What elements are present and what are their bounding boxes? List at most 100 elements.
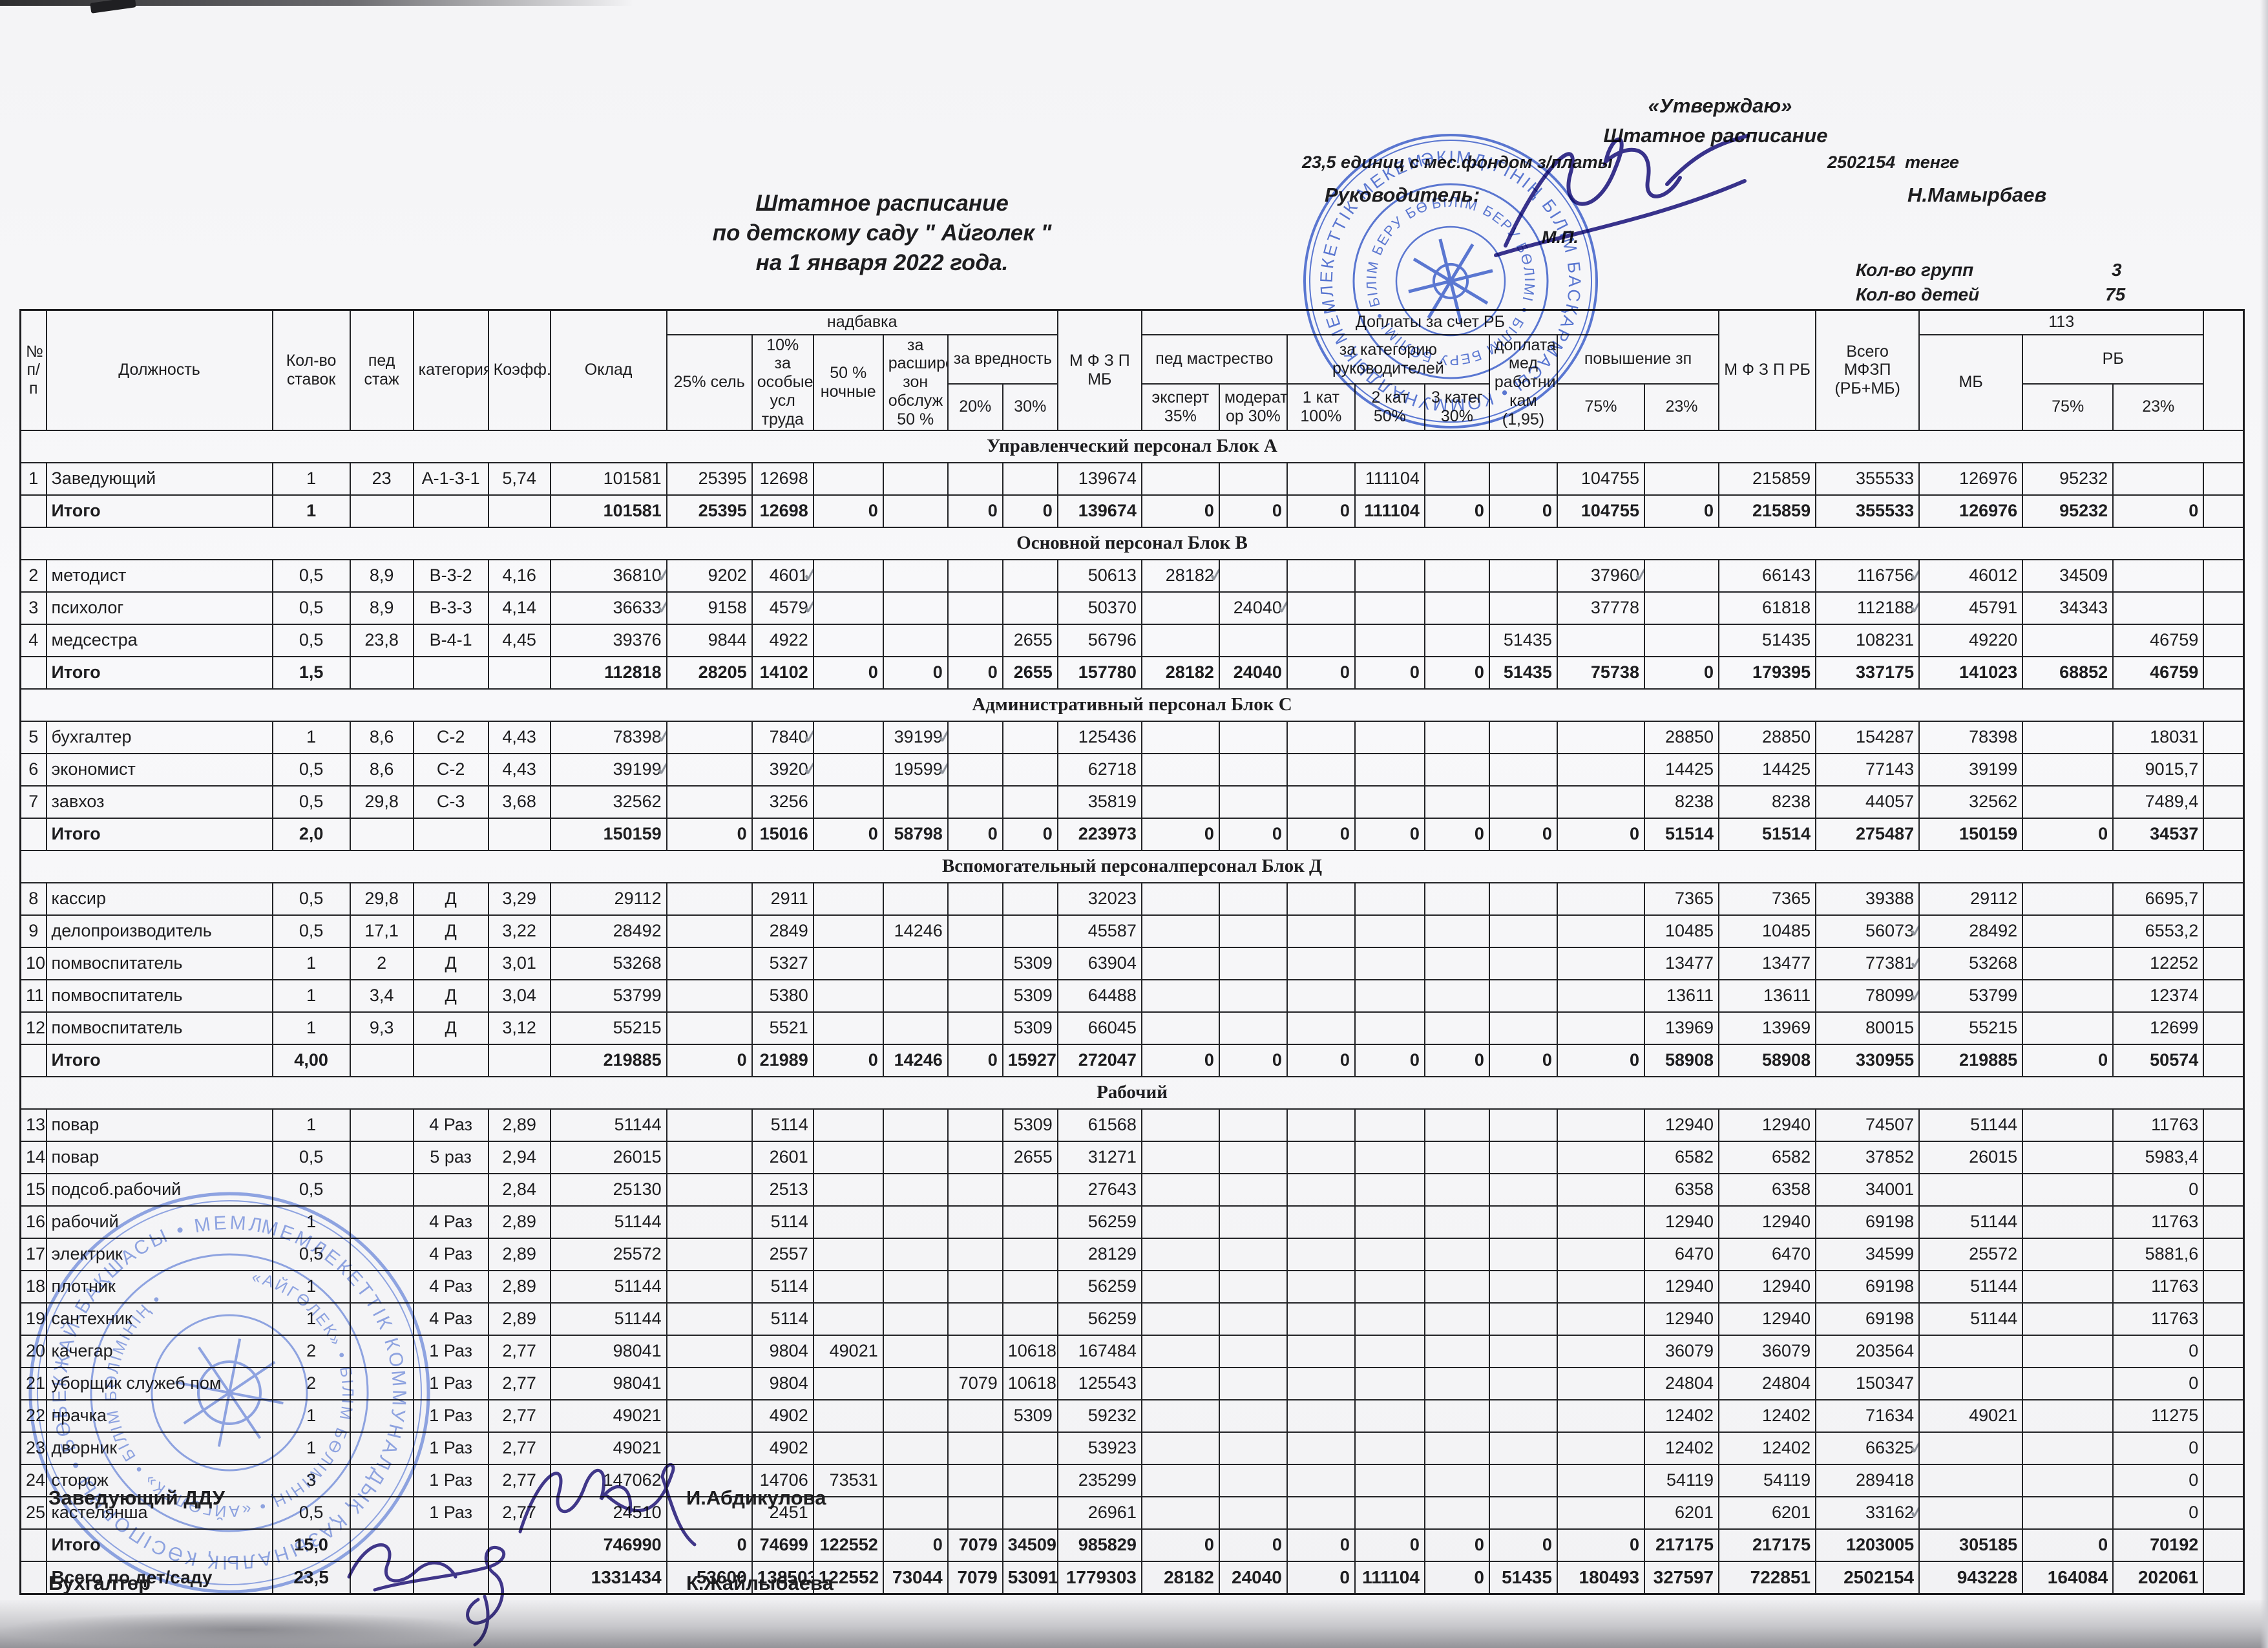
table-cell-empty	[2203, 1431, 2245, 1465]
section-row: Вспомогательный персоналперсонал Блок Д	[19, 849, 2245, 883]
table-cell: Д	[412, 946, 489, 980]
col-harm20: 20%	[947, 383, 1003, 431]
table-cell: 14425	[1718, 752, 1817, 787]
table-cell	[1423, 1172, 1490, 1207]
table-cell: 19	[19, 1302, 47, 1336]
table-cell	[1218, 720, 1288, 754]
table-cell	[882, 978, 949, 1013]
footer-name1: И.Абдикулова	[686, 1486, 826, 1509]
table-cell	[1423, 1237, 1490, 1271]
table-cell: 2,77	[487, 1334, 551, 1368]
table-cell: 203564	[1815, 1334, 1920, 1368]
table-cell: 51144	[1918, 1205, 2024, 1239]
col-cat1: 1 кат 100%	[1286, 383, 1356, 431]
col-raise23: 23%	[1643, 383, 1720, 431]
table-cell: 69198	[1815, 1205, 1920, 1239]
table-cell: 4 Раз	[412, 1302, 489, 1336]
table-cell: 50370	[1056, 591, 1142, 625]
section-row: Управленческий персонал Блок А	[19, 429, 2245, 463]
pencil-check-icon: ✓	[654, 561, 667, 587]
table-cell: 12402	[1718, 1431, 1817, 1465]
table-cell	[1488, 946, 1558, 980]
table-cell	[812, 1366, 884, 1400]
table-cell	[1002, 1302, 1058, 1336]
table-cell	[1918, 1495, 2024, 1530]
table-cell	[1140, 752, 1220, 787]
table-cell	[882, 1334, 949, 1368]
table-cell	[1140, 1463, 1220, 1497]
table-cell: Итого	[45, 655, 273, 690]
table-cell: 54119	[1718, 1463, 1817, 1497]
table-cell	[666, 1366, 753, 1400]
table-cell: 26961	[1056, 1495, 1142, 1530]
table-cell	[412, 1560, 489, 1594]
table-cell: 34599	[1815, 1237, 1920, 1271]
table-cell	[349, 655, 414, 690]
table-cell	[1002, 558, 1058, 593]
table-cell	[1643, 461, 1720, 496]
col-zone50: за расширение зон обслуж 50 %	[882, 333, 949, 431]
table-cell	[666, 1399, 753, 1433]
table-cell: 101581	[549, 494, 667, 528]
table-cell: 32562	[1918, 785, 2024, 819]
table-cell	[1354, 1011, 1425, 1045]
table-cell	[1218, 1108, 1288, 1142]
table-cell	[812, 914, 884, 948]
table-cell: 111104	[1354, 461, 1425, 496]
table-cell	[1556, 946, 1645, 980]
table-cell	[1556, 1334, 1645, 1368]
table-cell: 34509	[2022, 558, 2114, 593]
table-cell	[882, 1366, 949, 1400]
table-cell: 154287	[1815, 720, 1920, 754]
round-stamp-bottom: МЕМЛЕКЕТТІК КОММУНАЛДЫҚ ҚАЗЫНАЛЫҚ КӘСІПО…	[19, 1183, 439, 1603]
table-cell	[1218, 1140, 1288, 1174]
table-cell: 11275	[2112, 1399, 2205, 1433]
table-cell: 24	[19, 1463, 47, 1497]
table-cell	[1423, 1366, 1490, 1400]
table-cell-empty	[2203, 978, 2245, 1013]
table-cell: 34509	[1002, 1528, 1058, 1562]
table-cell: 6553,2	[2112, 914, 2205, 948]
table-cell: 337175	[1815, 655, 1920, 690]
table-cell	[812, 1495, 884, 1530]
table-cell	[1218, 1205, 1288, 1239]
table-cell	[412, 1043, 489, 1077]
table-cell: 28182 ✓	[1140, 558, 1220, 593]
table-cell	[1140, 1172, 1220, 1207]
col-night50: 50 % ночные	[812, 333, 884, 431]
table-row-data: 8 кассир 0,5 29,8 Д 3,29 29112 2911 32023 7365 736…	[19, 882, 2245, 916]
table-cell	[1488, 1495, 1558, 1530]
table-cell	[1002, 591, 1058, 625]
table-cell: 150347	[1815, 1366, 1920, 1400]
table-cell: 11	[19, 978, 47, 1013]
table-cell: 58908	[1718, 1043, 1817, 1077]
table-cell	[1556, 1205, 1645, 1239]
table-row-total: Итого 15,0 746990 0 74699 122552 0 7079 34509 985…	[19, 1528, 2245, 1562]
table-cell: экономист	[45, 752, 273, 787]
table-cell: 58798	[882, 817, 949, 851]
table-cell: 34537	[2112, 817, 2205, 851]
table-cell: 4601 ✓	[751, 558, 814, 593]
table-cell	[1218, 1237, 1288, 1271]
table-cell: 32562	[549, 785, 667, 819]
table-cell: 78099 ✓	[1815, 978, 1920, 1013]
table-cell: 112818	[549, 655, 667, 690]
table-cell	[19, 1043, 47, 1077]
pencil-check-icon: ✓	[1206, 561, 1219, 587]
table-cell: 2557	[751, 1237, 814, 1271]
table-cell: 0,5	[271, 914, 351, 948]
groups-label: Кол-во групп	[1856, 260, 1974, 280]
table-cell	[19, 1560, 47, 1594]
table-cell: 10485	[1643, 914, 1720, 948]
table-cell	[1423, 1495, 1490, 1530]
table-cell	[1423, 461, 1490, 496]
table-cell	[947, 720, 1003, 754]
table-cell: Д	[412, 914, 489, 948]
table-cell: 9844	[666, 623, 753, 657]
table-cell	[666, 1431, 753, 1465]
table-cell: Д	[412, 978, 489, 1013]
table-cell: 125436	[1056, 720, 1142, 754]
table-cell	[349, 1043, 414, 1077]
table-cell: 56073 ✓	[1815, 914, 1920, 948]
table-cell	[1354, 978, 1425, 1013]
